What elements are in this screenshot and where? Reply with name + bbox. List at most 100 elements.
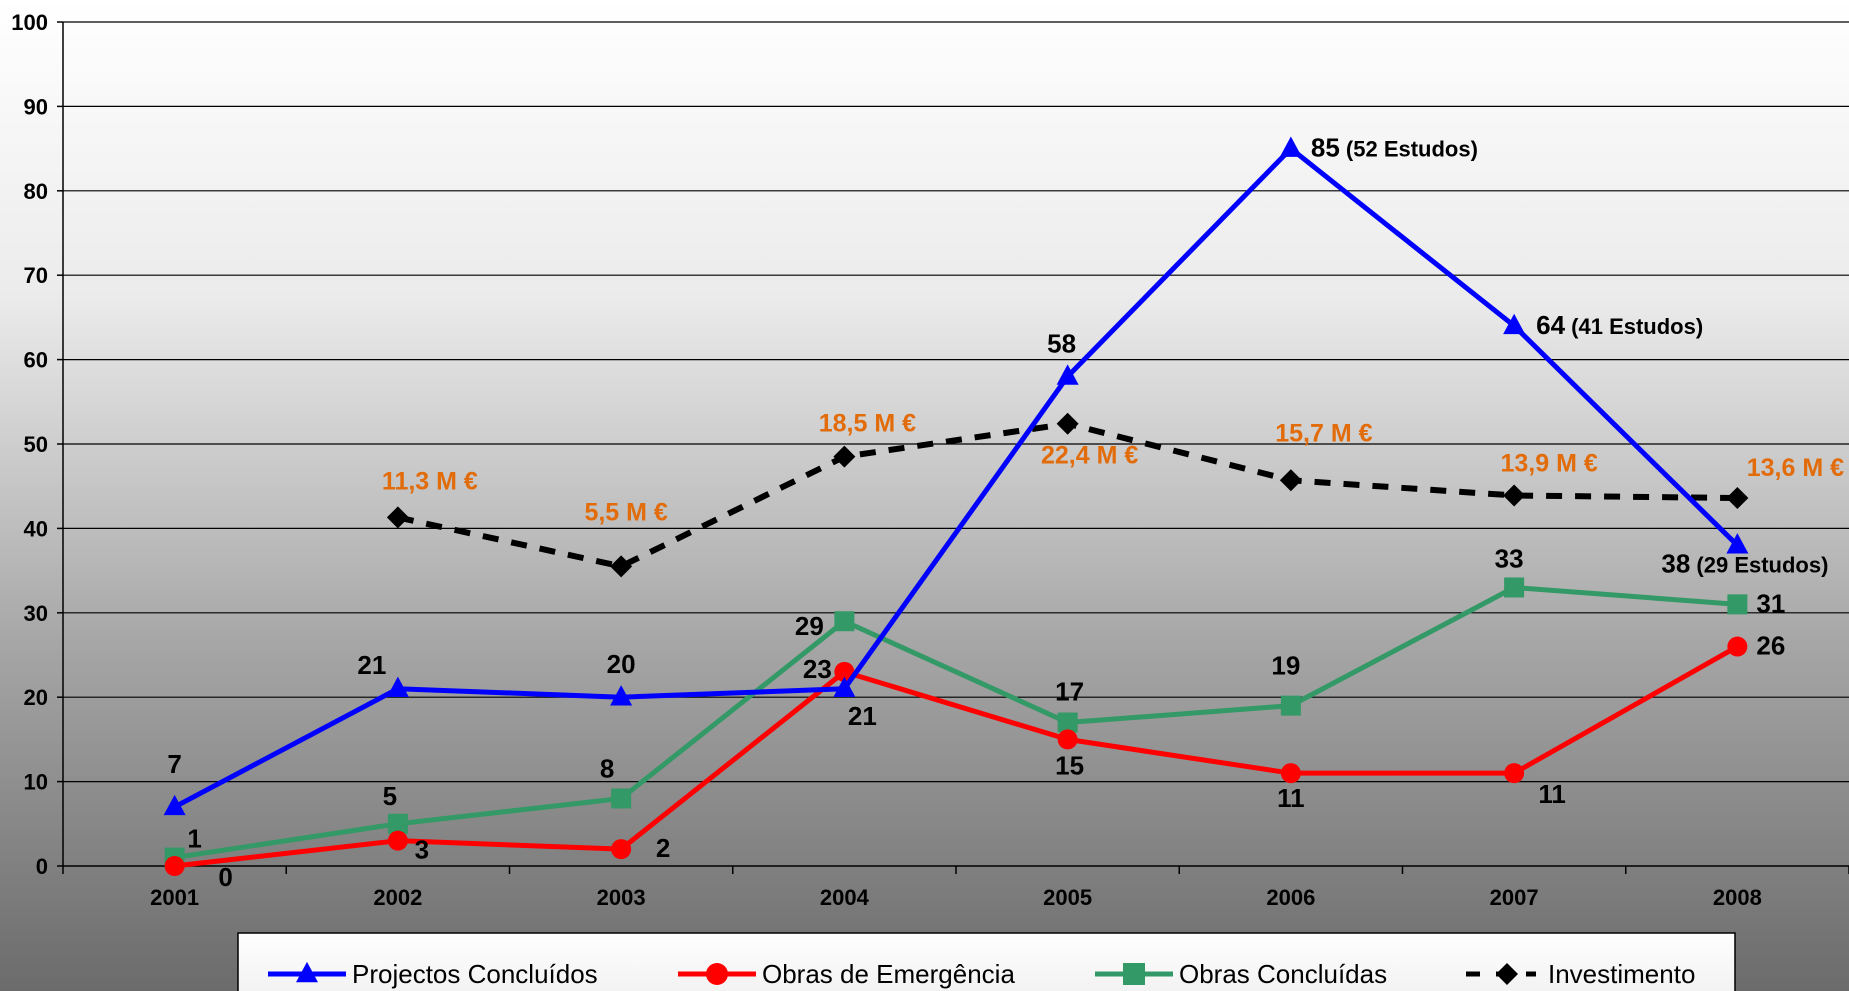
data-label-value: 7 bbox=[167, 749, 181, 779]
data-point-marker bbox=[1057, 729, 1078, 750]
data-label-value: 13,6 M € bbox=[1747, 454, 1844, 482]
data-label: 7 bbox=[167, 749, 181, 779]
data-point-marker bbox=[610, 685, 633, 706]
data-point-marker bbox=[1503, 484, 1526, 507]
x-tick-label: 2008 bbox=[1713, 885, 1762, 910]
data-point-marker bbox=[1056, 412, 1079, 435]
y-tick-label: 80 bbox=[24, 179, 48, 204]
data-label: 5 bbox=[383, 781, 397, 811]
data-label: 5,5 M € bbox=[584, 498, 667, 526]
x-tick-label: 2001 bbox=[150, 885, 199, 910]
data-point-marker bbox=[387, 830, 408, 851]
data-label-value: 64 bbox=[1536, 310, 1565, 340]
data-point-marker bbox=[1727, 594, 1748, 615]
data-label-value: 26 bbox=[1756, 631, 1785, 661]
data-point-marker bbox=[1279, 136, 1302, 157]
data-point-marker bbox=[834, 661, 855, 682]
data-point-marker bbox=[611, 788, 632, 809]
data-label-value: 11 bbox=[1277, 783, 1305, 813]
data-label: 58 bbox=[1047, 328, 1076, 358]
legend-marker bbox=[296, 961, 318, 983]
legend-item: Obras Concluídas bbox=[1095, 959, 1387, 989]
data-point-marker bbox=[1726, 487, 1749, 510]
data-label: 17 bbox=[1055, 677, 1084, 707]
y-tick-label: 10 bbox=[24, 770, 48, 795]
data-label: 18,5 M € bbox=[819, 410, 916, 438]
data-label-value: 29 bbox=[795, 611, 824, 641]
y-tick-label: 30 bbox=[24, 601, 48, 626]
data-label: 8 bbox=[600, 753, 614, 783]
legend-marker bbox=[706, 963, 728, 985]
data-label-value: 3 bbox=[415, 835, 429, 865]
data-label: 23 bbox=[803, 654, 832, 684]
data-point-marker bbox=[1503, 313, 1526, 335]
data-label: 11 bbox=[1277, 783, 1305, 813]
data-label: 15,7 M € bbox=[1275, 419, 1372, 447]
legend-label: Investimento bbox=[1548, 959, 1695, 989]
data-label-value: 33 bbox=[1495, 543, 1524, 573]
legend-item: Obras de Emergência bbox=[678, 959, 1015, 989]
data-label-value: 21 bbox=[357, 650, 386, 680]
data-label: 19 bbox=[1271, 651, 1300, 681]
data-labels: 7 21 20 2 15 8 85 (52 Estudos) 64 (41 Estudos) 3… bbox=[167, 133, 1844, 892]
data-point-marker bbox=[833, 676, 856, 698]
data-label: 0 bbox=[218, 862, 232, 892]
y-tick-label: 20 bbox=[24, 685, 48, 710]
legend-item: Investimento bbox=[1466, 959, 1695, 989]
data-point-marker bbox=[387, 813, 408, 834]
data-point-marker bbox=[1280, 763, 1301, 784]
x-tick-label: 2002 bbox=[373, 885, 422, 910]
x-tick-label: 2004 bbox=[820, 885, 870, 910]
data-label-value: 8 bbox=[600, 753, 614, 783]
x-tick-label: 2007 bbox=[1490, 885, 1539, 910]
data-label-note: (52 Estudos) bbox=[1340, 137, 1478, 162]
data-label-value: 85 bbox=[1311, 133, 1340, 163]
data-label: 29 bbox=[795, 611, 824, 641]
legend-marker bbox=[1123, 963, 1145, 985]
series-line bbox=[174, 584, 1738, 861]
legend-marker bbox=[1496, 963, 1518, 985]
data-point-marker bbox=[1504, 577, 1525, 598]
data-label: 13,6 M € bbox=[1747, 454, 1844, 482]
y-tick-label: 70 bbox=[24, 263, 48, 288]
data-point-marker bbox=[1056, 364, 1079, 385]
data-point-marker bbox=[1726, 533, 1749, 554]
data-label: 13,9 M € bbox=[1500, 449, 1597, 477]
data-label-value: 58 bbox=[1047, 328, 1076, 358]
series-line bbox=[174, 644, 1739, 869]
data-label: 22,4 M € bbox=[1041, 442, 1138, 470]
series bbox=[163, 136, 1749, 876]
y-tick-label: 90 bbox=[24, 94, 48, 119]
data-label: 11 bbox=[1538, 779, 1566, 809]
data-label-value: 5 bbox=[383, 781, 397, 811]
y-tick-label: 100 bbox=[11, 10, 48, 35]
series-investimento bbox=[386, 412, 1749, 578]
data-label-value: 22,4 M € bbox=[1041, 442, 1138, 470]
data-point-marker bbox=[386, 506, 409, 529]
data-label: 2 bbox=[656, 833, 670, 863]
data-label-value: 31 bbox=[1756, 588, 1785, 618]
data-label-value: 15,7 M € bbox=[1275, 419, 1372, 447]
data-label-value: 5,5 M € bbox=[584, 498, 667, 526]
data-point-marker bbox=[1279, 469, 1302, 492]
series-line bbox=[173, 146, 1740, 810]
data-label-note: (29 Estudos) bbox=[1690, 552, 1828, 577]
data-label-value: 15 bbox=[1055, 750, 1084, 780]
data-label: 26 bbox=[1756, 631, 1785, 661]
data-label: 3 bbox=[415, 835, 429, 865]
data-point-marker bbox=[833, 445, 856, 468]
data-label-note: (41 Estudos) bbox=[1565, 314, 1703, 339]
data-label-value: 20 bbox=[607, 649, 636, 679]
y-tick-label: 60 bbox=[24, 348, 48, 373]
data-point-marker bbox=[1727, 636, 1748, 657]
data-label: 11,3 M € bbox=[382, 467, 478, 495]
data-point-marker bbox=[834, 611, 855, 632]
data-label: 85 (52 Estudos) bbox=[1311, 133, 1478, 163]
data-label: 64 (41 Estudos) bbox=[1536, 310, 1703, 340]
data-label: 31 bbox=[1756, 588, 1785, 618]
x-tick-label: 2006 bbox=[1266, 885, 1315, 910]
data-label-value: 23 bbox=[803, 654, 832, 684]
legend-label: Obras de Emergência bbox=[762, 959, 1015, 989]
legend-label: Projectos Concluídos bbox=[352, 959, 598, 989]
y-tick-label: 0 bbox=[36, 854, 48, 879]
